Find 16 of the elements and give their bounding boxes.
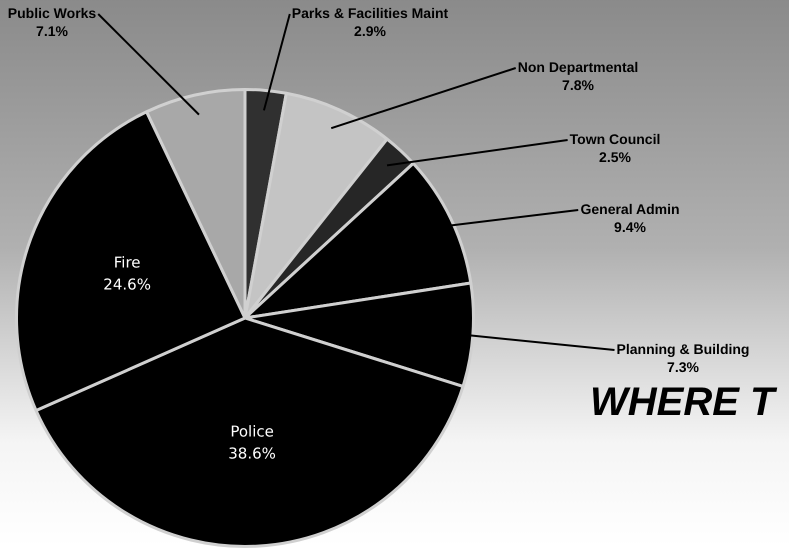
slice-label: Police — [230, 422, 274, 440]
data-label: 38.6% — [228, 444, 276, 462]
data-label: 7.1% — [36, 22, 68, 39]
slice-label: Parks & Facilities Maint — [292, 4, 449, 21]
data-label: 9.4% — [614, 218, 646, 235]
slice-label: Public Works — [8, 4, 96, 21]
slice-label: Non Departmental — [518, 58, 638, 75]
slice-label: General Admin — [580, 200, 680, 217]
data-label: 7.3% — [667, 358, 700, 375]
slice-label: Planning & Building — [616, 340, 750, 357]
data-label: 2.9% — [354, 22, 386, 39]
data-label: 2.5% — [599, 148, 632, 165]
slice-label: Fire — [114, 253, 141, 272]
slice-label: Town Council — [570, 130, 660, 147]
data-label: 7.8% — [562, 76, 594, 93]
data-label: 24.6% — [103, 275, 151, 294]
